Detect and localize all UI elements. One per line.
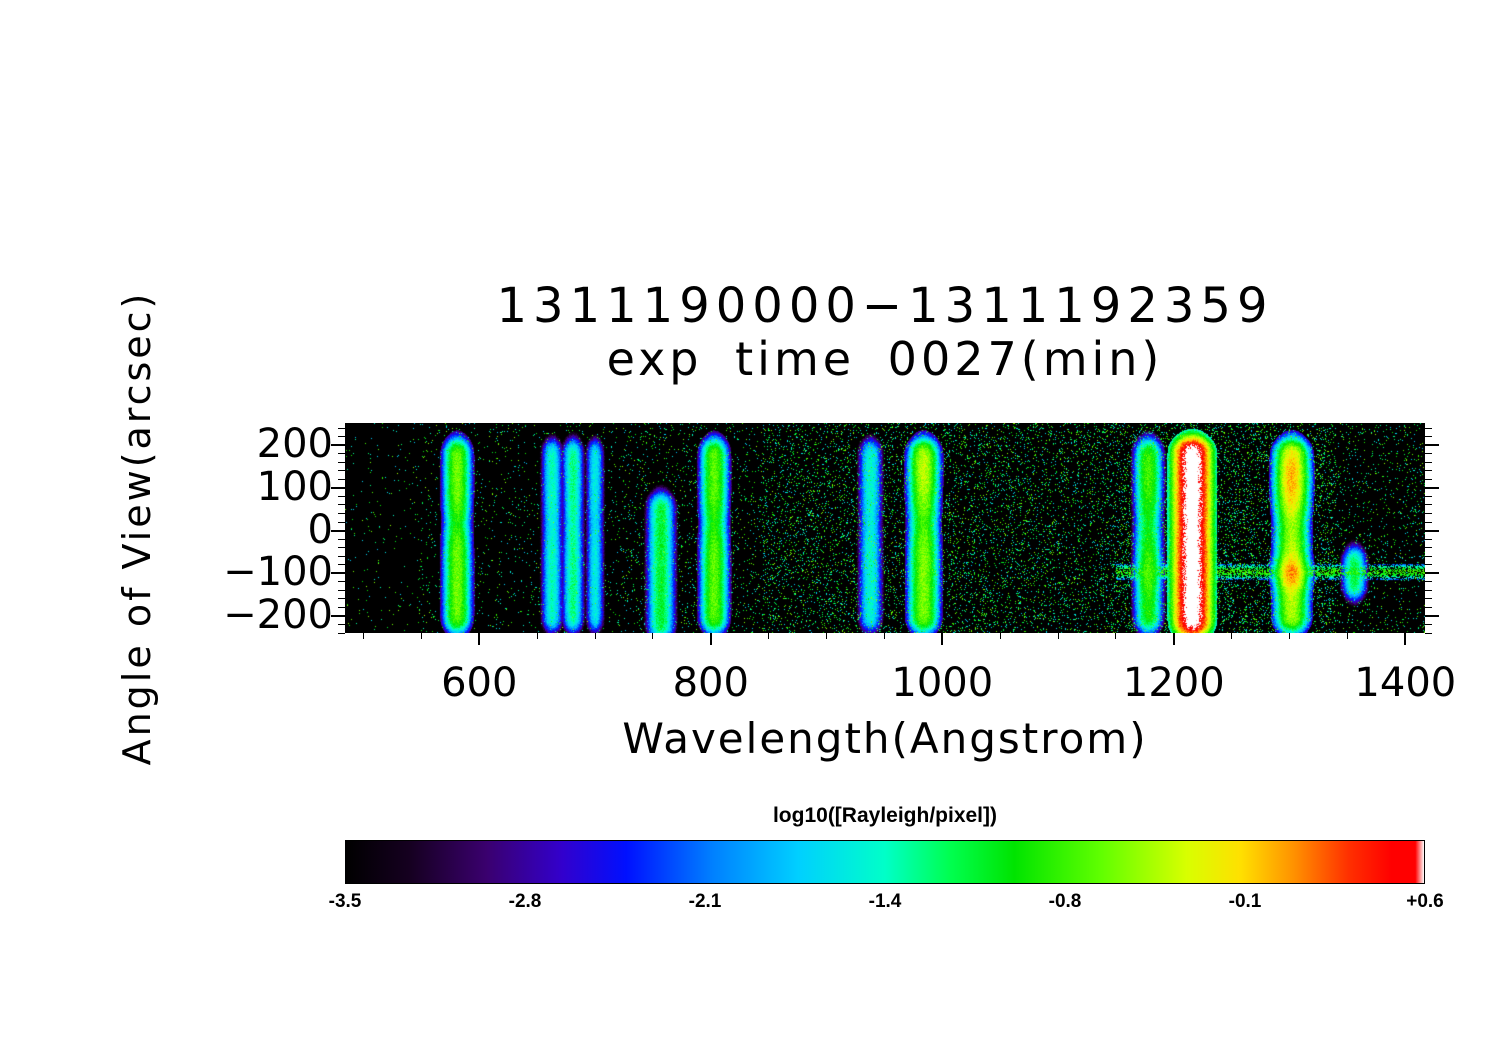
axis-tick <box>594 633 596 639</box>
axis-tick <box>338 461 345 463</box>
axis-tick <box>1425 547 1432 549</box>
colorbar-tick-label: -1.4 <box>868 891 902 912</box>
chart-subtitle: exp time 0027(min) <box>606 331 1164 386</box>
axis-tick <box>1425 564 1432 566</box>
axis-tick <box>338 427 345 429</box>
y-tick-label: 200 <box>256 421 333 468</box>
colorbar-tick-label: -0.1 <box>1228 891 1262 912</box>
axis-tick <box>1425 453 1432 455</box>
axis-tick <box>338 623 345 625</box>
axis-tick <box>1425 589 1432 591</box>
axis-tick <box>1425 427 1432 429</box>
axis-tick <box>1425 529 1439 532</box>
colorbar-label: log10([Rayleigh/pixel]) <box>772 804 998 827</box>
axis-tick <box>1425 614 1439 617</box>
axis-tick <box>338 632 345 634</box>
axis-tick <box>338 547 345 549</box>
axis-tick <box>338 470 345 472</box>
y-tick-label: −200 <box>223 592 333 639</box>
y-tick-label: 100 <box>256 463 333 510</box>
axis-tick <box>826 633 828 639</box>
x-tick-label: 1000 <box>891 660 994 706</box>
axis-tick <box>1425 581 1432 583</box>
axis-tick <box>1425 461 1432 463</box>
axis-tick <box>331 486 345 489</box>
axis-tick <box>338 564 345 566</box>
colorbar-tick-label: +0.6 <box>1406 891 1444 912</box>
y-tick-label: 0 <box>307 506 333 553</box>
x-axis-label: Wavelength(Angstrom) <box>622 714 1148 763</box>
axis-tick <box>1425 444 1439 447</box>
axis-tick <box>338 538 345 540</box>
axis-tick <box>363 633 365 639</box>
axis-tick <box>883 633 885 639</box>
axis-tick <box>1425 598 1432 600</box>
axis-tick <box>338 521 345 523</box>
axis-tick <box>1057 633 1059 639</box>
axis-tick <box>338 453 345 455</box>
axis-tick <box>1425 512 1432 514</box>
axis-tick <box>1231 633 1233 639</box>
axis-tick <box>478 633 481 645</box>
axis-tick <box>1425 470 1432 472</box>
axis-tick <box>331 444 345 447</box>
axis-tick <box>338 581 345 583</box>
x-tick-label: 800 <box>672 660 749 706</box>
axis-tick <box>941 633 944 645</box>
axis-tick <box>1425 504 1432 506</box>
axis-tick <box>338 598 345 600</box>
axis-tick <box>338 478 345 480</box>
axis-tick <box>1425 495 1432 497</box>
axis-tick <box>338 512 345 514</box>
colorbar <box>345 840 1425 884</box>
axis-tick <box>536 633 538 639</box>
colorbar-tick-label: -2.1 <box>688 891 722 912</box>
axis-tick <box>1425 606 1432 608</box>
axis-tick <box>331 572 345 575</box>
axis-tick <box>1425 486 1439 489</box>
x-tick-label: 1400 <box>1354 660 1457 706</box>
axis-tick <box>1289 633 1291 639</box>
axis-tick <box>331 529 345 532</box>
axis-tick <box>338 606 345 608</box>
x-tick-label: 1200 <box>1122 660 1225 706</box>
x-tick-label: 600 <box>441 660 518 706</box>
axis-tick <box>999 633 1001 639</box>
y-tick-label: −100 <box>223 549 333 596</box>
axis-tick <box>338 589 345 591</box>
axis-tick <box>1425 572 1439 575</box>
axis-tick <box>1425 436 1432 438</box>
axis-tick <box>1425 632 1432 634</box>
axis-tick <box>338 495 345 497</box>
axis-tick <box>1425 538 1432 540</box>
axis-tick <box>1425 555 1432 557</box>
axis-tick <box>1425 478 1432 480</box>
axis-tick <box>1346 633 1348 639</box>
axis-tick <box>1404 633 1407 645</box>
axis-tick <box>1425 623 1432 625</box>
chart-title: 1311190000−1311192359 <box>496 278 1274 334</box>
title-block: 1311190000−1311192359 exp time 0027(min) <box>345 278 1425 386</box>
axis-tick <box>331 614 345 617</box>
axis-tick <box>652 633 654 639</box>
axis-tick <box>338 504 345 506</box>
axis-tick <box>1172 633 1175 645</box>
axis-tick <box>1115 633 1117 639</box>
axis-tick <box>1425 521 1432 523</box>
colorbar-tick-label: -3.5 <box>328 891 362 912</box>
axis-tick <box>420 633 422 639</box>
axis-tick <box>338 436 345 438</box>
colorbar-tick-label: -0.8 <box>1048 891 1082 912</box>
colorbar-tick-label: -2.8 <box>508 891 542 912</box>
spectral-image <box>345 423 1425 633</box>
axis-tick <box>338 555 345 557</box>
axis-tick <box>768 633 770 639</box>
axis-tick <box>709 633 712 645</box>
